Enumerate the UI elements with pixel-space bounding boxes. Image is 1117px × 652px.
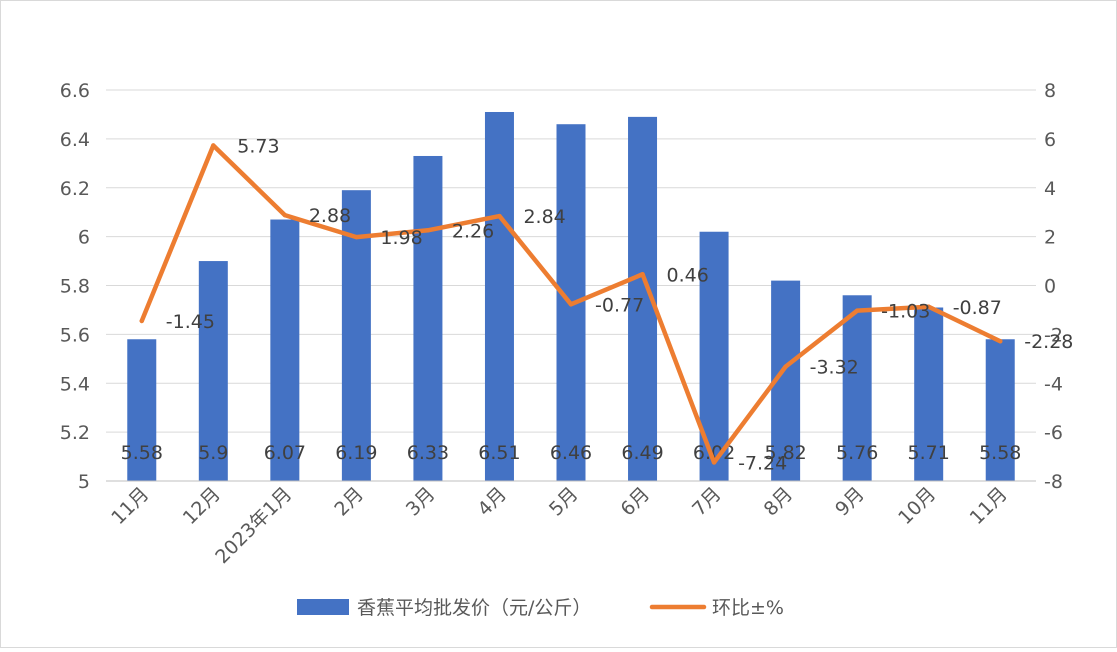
bar-value-label: 5.71	[908, 442, 950, 464]
bar	[413, 155, 443, 481]
right-tick-label: -2	[1044, 324, 1063, 346]
left-y-axis: 5 5.2 5.4 5.6 5.8 6 6.2 6.4 6.6	[60, 80, 90, 493]
bar-value-label: 6.49	[621, 442, 663, 464]
category-label: 12月	[179, 483, 225, 529]
line-point	[211, 143, 216, 148]
line-value-label: -1.45	[166, 311, 215, 333]
line-value-label: -0.77	[595, 294, 644, 316]
bar	[484, 111, 514, 482]
right-tick-label: 2	[1044, 227, 1056, 249]
category-label: 8月	[760, 483, 798, 521]
legend-bar-label: 香蕉平均批发价（元/公斤）	[357, 597, 591, 619]
line-point	[711, 460, 717, 465]
right-tick-label: -8	[1044, 471, 1063, 493]
left-tick-label: 5.8	[60, 276, 90, 298]
left-tick-label: 5.2	[60, 422, 90, 444]
line-value-label: -3.32	[810, 357, 859, 379]
line-point	[854, 308, 860, 313]
left-tick-label: 6.6	[60, 80, 90, 102]
left-tick-label: 6.4	[60, 129, 90, 151]
bar	[270, 219, 300, 482]
bar	[127, 339, 157, 481]
line-value-label: -2.28	[1024, 331, 1073, 353]
line-value-label: 0.46	[667, 264, 709, 286]
bar-value-label: 6.07	[264, 442, 306, 464]
right-tick-label: -6	[1044, 422, 1063, 444]
right-y-axis: -8 -6 -4 -2 0 2 4 6 8	[1044, 80, 1063, 493]
bar-value-label: 5.58	[121, 442, 163, 464]
legend-bar-swatch	[297, 599, 349, 615]
line-point	[354, 234, 359, 240]
right-tick-label: 4	[1044, 178, 1056, 200]
line-point	[568, 302, 574, 307]
category-label: 10月	[894, 483, 940, 529]
bar-value-label: 5.9	[198, 442, 228, 464]
category-label: 7月	[688, 483, 726, 521]
bar	[985, 339, 1015, 481]
bar-data-labels: 5.58 5.9 6.07 6.19 6.33 6.51 6.46 6.49 6.02 5.82 5…	[121, 442, 1022, 464]
category-label: 5月	[545, 483, 583, 521]
right-tick-label: 6	[1044, 129, 1056, 151]
bar-value-label: 6.51	[478, 442, 520, 464]
category-label: 4月	[473, 483, 511, 521]
bar-value-label: 6.46	[550, 442, 592, 464]
bar-value-label: 5.76	[836, 442, 878, 464]
line-value-label: -0.87	[953, 297, 1002, 319]
category-label: 3月	[402, 483, 440, 521]
line-value-label: 2.26	[452, 220, 494, 242]
category-label: 11月	[107, 483, 153, 529]
line-value-label: 2.84	[523, 206, 565, 228]
left-tick-label: 5.6	[60, 324, 90, 346]
left-tick-label: 6.2	[60, 178, 90, 200]
line-series	[139, 143, 1003, 465]
category-label: 6月	[617, 483, 655, 521]
line-value-label: 2.88	[309, 205, 351, 227]
line-value-label: -7.24	[738, 452, 787, 474]
bar-value-label: 6.33	[407, 442, 449, 464]
category-label: 2023年1月	[211, 483, 296, 568]
left-tick-label: 5.4	[60, 373, 90, 395]
legend: 香蕉平均批发价（元/公斤） 环比±%	[297, 597, 784, 619]
category-label: 11月	[966, 483, 1012, 529]
left-tick-label: 5	[78, 471, 90, 493]
line-point	[425, 228, 431, 233]
line-point	[139, 318, 144, 324]
bar-series	[127, 111, 1015, 482]
bar	[198, 261, 228, 481]
category-label: 2月	[330, 483, 368, 521]
category-label: 9月	[831, 483, 869, 521]
bar-value-label: 5.58	[979, 442, 1021, 464]
line-value-label: 1.98	[380, 227, 422, 249]
legend-line-label: 环比±%	[712, 597, 784, 619]
line-data-labels: -1.45 5.73 2.88 1.98 2.26 2.84 -0.77 0.46 -7.24 -…	[166, 135, 1074, 474]
left-tick-label: 6	[78, 227, 90, 249]
line-point	[282, 212, 288, 218]
line-point	[998, 339, 1003, 344]
bar	[842, 295, 872, 481]
line-value-label: -1.03	[881, 301, 930, 323]
right-tick-label: 8	[1044, 80, 1056, 102]
line-point	[783, 364, 788, 369]
right-tick-label: -4	[1044, 373, 1063, 395]
right-tick-label: 0	[1044, 276, 1056, 298]
bar	[914, 307, 944, 481]
line-point	[497, 213, 502, 219]
line-value-label: 5.73	[237, 135, 279, 157]
line-point	[926, 304, 931, 309]
line-point	[640, 272, 645, 277]
bar-value-label: 5.82	[764, 442, 806, 464]
bar-value-label: 6.19	[335, 442, 377, 464]
